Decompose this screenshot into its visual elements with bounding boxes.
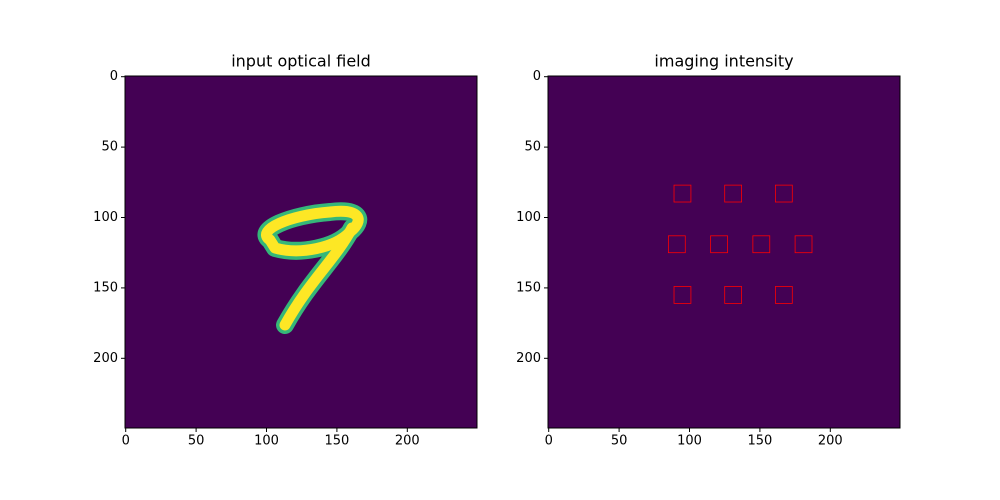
detector-box bbox=[724, 184, 742, 203]
chart-title: imaging intensity bbox=[654, 52, 793, 71]
y-tick-label: 200 bbox=[93, 351, 118, 366]
detector-box bbox=[710, 235, 728, 254]
y-tick-label: 0 bbox=[533, 69, 541, 84]
x-tick-label: 50 bbox=[188, 434, 205, 449]
x-tick-label: 50 bbox=[611, 434, 628, 449]
y-tick-label: 50 bbox=[524, 140, 541, 155]
y-tick-label: 200 bbox=[516, 351, 541, 366]
detector-box bbox=[774, 184, 793, 203]
detector-box bbox=[667, 235, 686, 254]
detector-box bbox=[774, 286, 793, 304]
chart-title: input optical field bbox=[231, 52, 371, 71]
digit-image bbox=[257, 202, 368, 334]
x-tick-label: 0 bbox=[545, 434, 553, 449]
detector-box bbox=[752, 235, 771, 254]
x-tick-label: 0 bbox=[122, 434, 130, 449]
y-tick-label: 100 bbox=[516, 210, 541, 225]
x-tick-label: 100 bbox=[254, 434, 279, 449]
x-tick-label: 100 bbox=[677, 434, 702, 449]
detector-box bbox=[673, 184, 692, 203]
y-tick-label: 100 bbox=[93, 210, 118, 225]
x-tick-label: 200 bbox=[818, 434, 843, 449]
axes-frame bbox=[547, 75, 901, 429]
image-background bbox=[548, 76, 900, 428]
y-tick-label: 150 bbox=[93, 280, 118, 295]
detector-box bbox=[724, 286, 742, 304]
x-tick-label: 200 bbox=[395, 434, 420, 449]
axes-frame bbox=[124, 75, 478, 429]
y-tick-label: 150 bbox=[516, 280, 541, 295]
y-tick-label: 0 bbox=[110, 69, 118, 84]
x-tick-label: 150 bbox=[747, 434, 772, 449]
detector-box bbox=[794, 235, 813, 254]
x-tick-label: 150 bbox=[324, 434, 349, 449]
detector-box bbox=[673, 286, 692, 304]
y-tick-label: 50 bbox=[101, 140, 118, 155]
